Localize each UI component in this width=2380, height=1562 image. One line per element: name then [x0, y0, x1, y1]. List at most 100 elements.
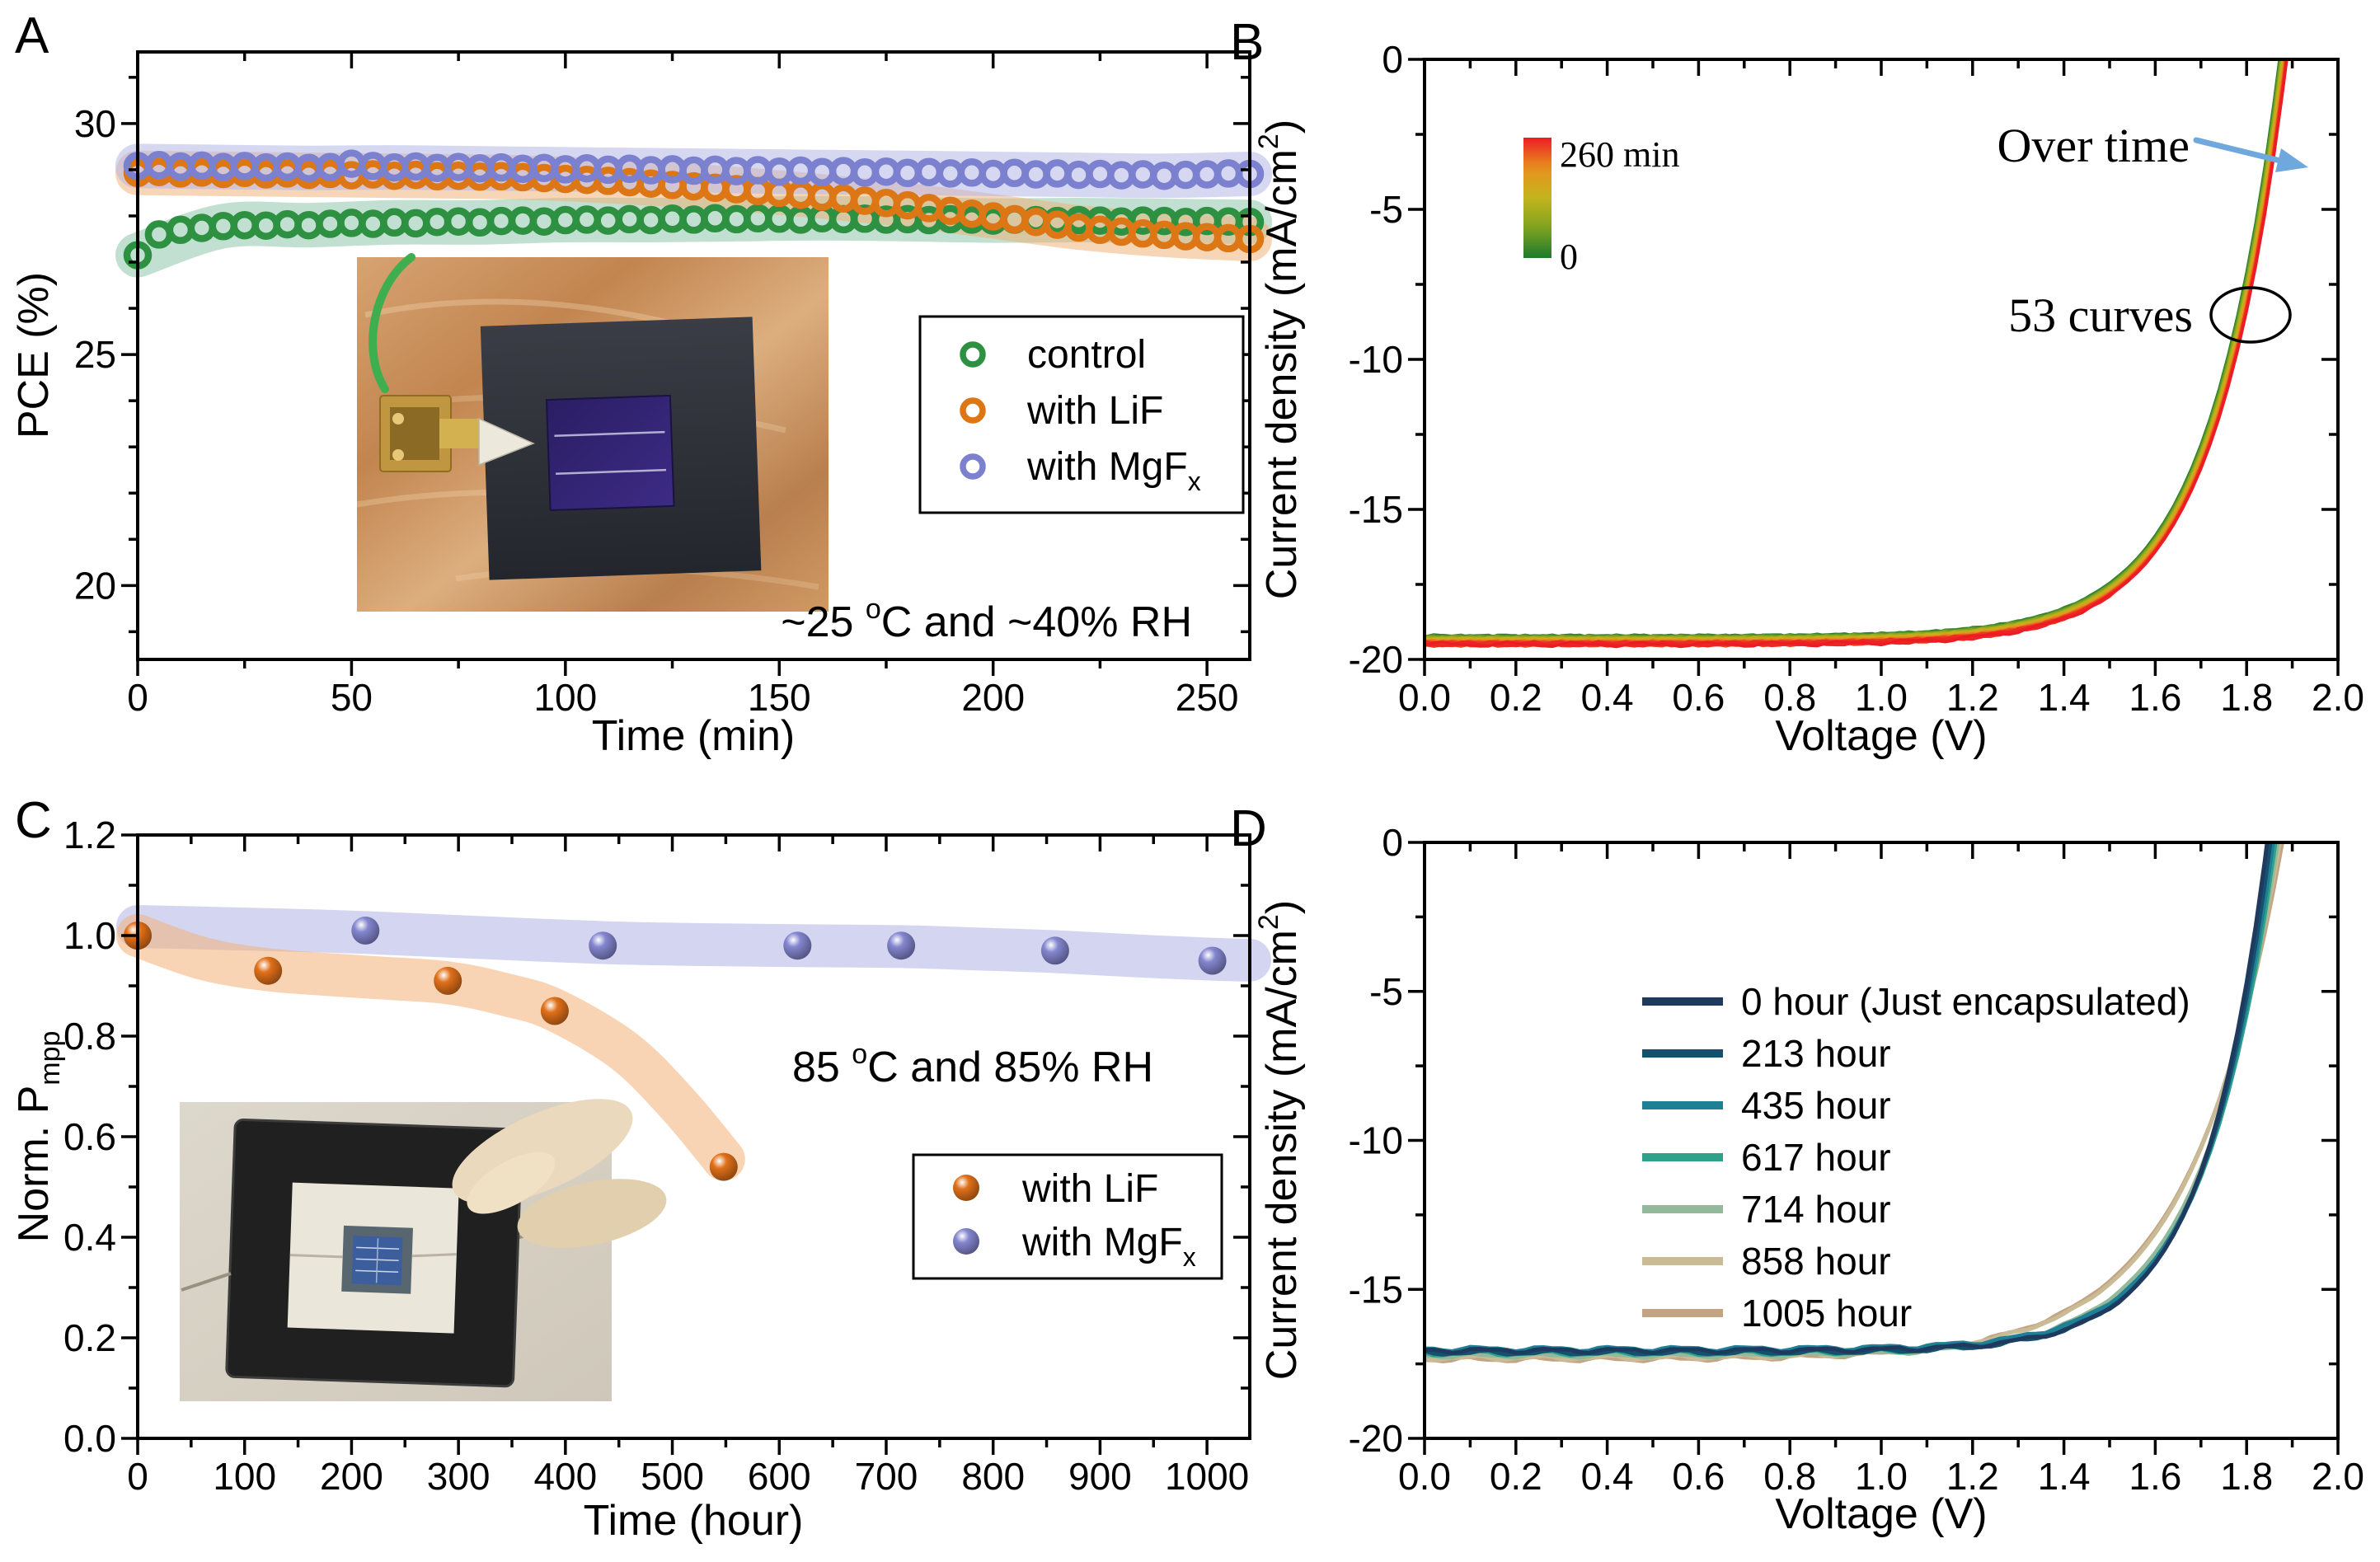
x-tick-label: 200 — [961, 676, 1025, 719]
data-point — [540, 997, 569, 1025]
panel-a-xlabel: Time (min) — [592, 712, 796, 760]
annotation-over-time: Over time — [1997, 119, 2190, 172]
x-tick-label: 1000 — [1165, 1455, 1249, 1498]
x-tick-label: 1.6 — [2129, 676, 2181, 719]
x-tick-label: 2.0 — [2312, 676, 2364, 719]
x-tick-label: 0.4 — [1581, 676, 1634, 719]
x-tick-label: 100 — [213, 1455, 276, 1498]
legend-a: control with LiF with MgFx — [918, 315, 1245, 514]
legend-c-marker-0 — [953, 1175, 979, 1201]
x-tick-label: 0.6 — [1672, 676, 1725, 719]
x-tick-label: 0.6 — [1672, 1455, 1725, 1498]
photo-c-lead-wire — [289, 1254, 343, 1259]
x-tick-label: 1.8 — [2220, 1455, 2273, 1498]
panel-c-letter: C — [15, 792, 52, 849]
y-tick-label: -5 — [1369, 188, 1403, 231]
plot-frame — [1423, 58, 2340, 661]
data-point — [1040, 936, 1069, 965]
y-tick-label: 0.0 — [63, 1417, 116, 1460]
x-tick-label: 1.8 — [2220, 676, 2273, 719]
x-tick-label: 0.8 — [1763, 676, 1816, 719]
legend-d-label-0: 0 hour (Just encapsulated) — [1741, 980, 2190, 1023]
legend-a-box — [918, 315, 1245, 514]
condition-label-a: ~25 oC and ~40% RH — [781, 593, 1192, 646]
panel-c-ylabel: Norm. Pmpp — [10, 1031, 66, 1243]
x-tick-label: 0 — [127, 1455, 148, 1498]
x-tick-label: 50 — [331, 676, 373, 719]
axes: 0 100 200 300 400 500 600 700 800 900 1000 0.0 0.2 0.… — [63, 814, 1251, 1498]
y-tick-label: -15 — [1349, 1268, 1403, 1311]
legend-d-label-4: 714 hour — [1741, 1188, 1891, 1231]
y-tick-label: 25 — [74, 333, 116, 376]
x-tick-label: 250 — [1176, 676, 1239, 719]
data-point — [254, 956, 283, 985]
y-tick-label: -20 — [1349, 1417, 1403, 1460]
photo-c-lead-wire — [411, 1253, 457, 1258]
x-tick-label: 0 — [127, 676, 148, 719]
x-tick-label: 400 — [533, 1455, 597, 1498]
x-tick-label: 0.4 — [1581, 1455, 1634, 1498]
y-tick-label: 20 — [74, 564, 116, 607]
y-tick-label: 30 — [74, 102, 116, 145]
x-tick-label: 1.2 — [1946, 1455, 1999, 1498]
legend-d-label-2: 435 hour — [1741, 1084, 1891, 1127]
photo-c-gloved-finger — [517, 1179, 667, 1248]
series-markers-with-MgFx — [123, 149, 1265, 190]
panel-a-ylabel: PCE (%) — [10, 272, 58, 439]
axes: 0.0 0.2 0.4 0.6 0.8 1.0 1.2 1.4 1.6 1.8 2.0 0 -5 -10 -… — [1349, 821, 2364, 1498]
x-tick-label: 0.8 — [1763, 1455, 1816, 1498]
axes: 0 50 100 150 200 250 20 25 30 — [74, 50, 1251, 719]
jv-curves — [1424, 842, 2284, 1364]
legend-a-marker-0 — [960, 341, 986, 368]
colorbar: 260 min 0 — [1523, 134, 1679, 277]
photo-a-busbar — [556, 468, 667, 476]
legend-d-label-6: 1005 hour — [1741, 1292, 1912, 1335]
data-point — [434, 966, 462, 995]
x-tick-label: 1.0 — [1855, 676, 1908, 719]
photo-a-busbar — [554, 430, 665, 438]
legend-c: with LiF with MgFx — [912, 1153, 1223, 1280]
panel-b-letter: B — [1230, 14, 1264, 71]
x-tick-label: 300 — [427, 1455, 491, 1498]
panel-d-letter: D — [1230, 800, 1267, 857]
x-tick-label: 0.2 — [1490, 1455, 1542, 1498]
panel-d-xlabel: Voltage (V) — [1775, 1490, 1987, 1538]
data-point — [1198, 946, 1227, 975]
legend-d-label-3: 617 hour — [1741, 1136, 1891, 1179]
y-tick-label: 0 — [1382, 38, 1403, 81]
plot-frame — [1423, 841, 2340, 1440]
x-tick-label: 800 — [961, 1455, 1025, 1498]
data-point — [887, 931, 916, 960]
x-tick-label: 0.0 — [1398, 1455, 1451, 1498]
colorbar-bottom-label: 0 — [1560, 237, 1578, 277]
panel-b-xlabel: Voltage (V) — [1775, 712, 1987, 760]
legend-d-label-1: 213 hour — [1741, 1032, 1891, 1075]
jv-curve-bundle — [1424, 59, 2288, 649]
static-labels: A B C D Time (min) PCE (%) Voltage (V) T… — [10, 7, 1988, 1545]
plot-frame — [136, 833, 1251, 1440]
y-tick-label: -20 — [1349, 638, 1403, 681]
y-tick-label: 0.6 — [63, 1115, 116, 1158]
legend-d: 0 hour (Just encapsulated) 213 hour 435 ho… — [1642, 980, 2190, 1335]
axes: 0.0 0.2 0.4 0.6 0.8 1.0 1.2 1.4 1.6 1.8 2.0 0 -5 -10 -… — [1349, 38, 2364, 719]
x-tick-label: 200 — [320, 1455, 383, 1498]
y-tick-label: -5 — [1369, 970, 1403, 1013]
annotation-curve-count: 53 curves — [2008, 288, 2193, 342]
photo-a-probe-tip — [478, 417, 535, 467]
y-tick-label: -15 — [1349, 488, 1403, 531]
legend-d-label-5: 858 hour — [1741, 1240, 1891, 1283]
photo-c-cell-busbar — [375, 1238, 379, 1283]
jv-curve-0 — [1424, 842, 2270, 1356]
x-tick-label: 500 — [641, 1455, 704, 1498]
plot-frame — [136, 50, 1251, 661]
curve-count-ellipse — [2209, 286, 2292, 344]
photo-a-texture-streak — [364, 298, 704, 335]
y-tick-label: 0.2 — [63, 1316, 116, 1359]
x-tick-label: 700 — [855, 1455, 918, 1498]
photo-a-screw — [392, 449, 404, 461]
data-point — [589, 931, 617, 960]
panel-c: 0 100 200 300 400 500 600 700 800 900 1000 0.0 0.2 0.… — [10, 814, 1271, 1498]
legend-a-label-2: with MgFx — [1026, 445, 1201, 496]
